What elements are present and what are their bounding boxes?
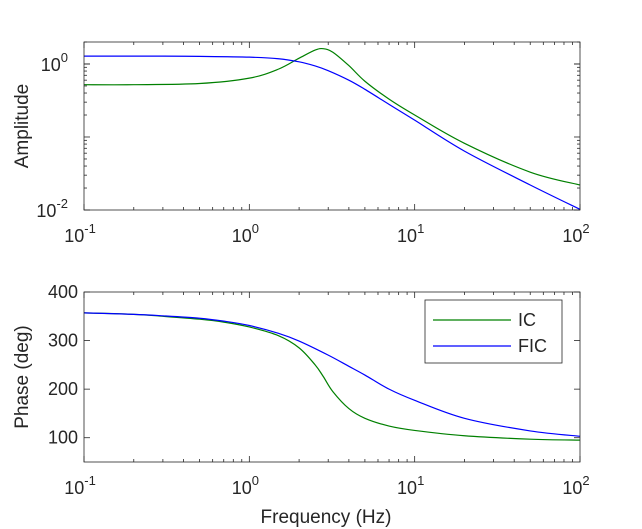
phase-y-tick-label: 200 (48, 379, 78, 399)
phase-y-axis-label: Phase (deg) (12, 325, 33, 429)
phase-x-tick-label: 101 (397, 473, 424, 498)
phase-x-tick-label: 102 (562, 473, 589, 498)
amplitude-x-tick-label: 101 (397, 221, 424, 246)
amplitude-y-axis-label: Amplitude (12, 84, 33, 169)
legend-label-ic: IC (518, 310, 536, 330)
amplitude-x-tick-label: 100 (232, 221, 259, 246)
amplitude-y-tick-label: 10-2 (36, 196, 68, 221)
phase-x-tick-label: 10-1 (64, 473, 96, 498)
amplitude-x-tick-label: 10-1 (64, 221, 96, 246)
phase-y-tick-label: 300 (48, 331, 78, 351)
phase-axes-box (83, 291, 581, 463)
phase-x-tick-label: 100 (232, 473, 259, 498)
phase-y-tick-label: 100 (48, 428, 78, 448)
phase-y-tick-label: 400 (48, 282, 78, 302)
phase-x-axis-label: Frequency (Hz) (261, 507, 392, 528)
legend-label-fic: FIC (518, 336, 547, 356)
amplitude-y-tick-label: 100 (41, 50, 68, 75)
amplitude-series-fic-line (83, 55, 581, 210)
amplitude-panel: 10-1 100 101 102 10-2 100 Amplitude (12, 41, 590, 246)
amplitude-series-ic-line (83, 47, 581, 186)
amplitude-plot-area (84, 42, 580, 210)
amplitude-axes-box (83, 41, 581, 211)
phase-series-ic-line (83, 312, 581, 441)
phase-series-fic-line (83, 312, 581, 437)
amplitude-x-tick-label: 102 (562, 221, 589, 246)
phase-panel: 10-1 100 101 102 100 200 300 400 Phase (deg) Freq… (12, 282, 590, 528)
legend-box (424, 299, 563, 364)
